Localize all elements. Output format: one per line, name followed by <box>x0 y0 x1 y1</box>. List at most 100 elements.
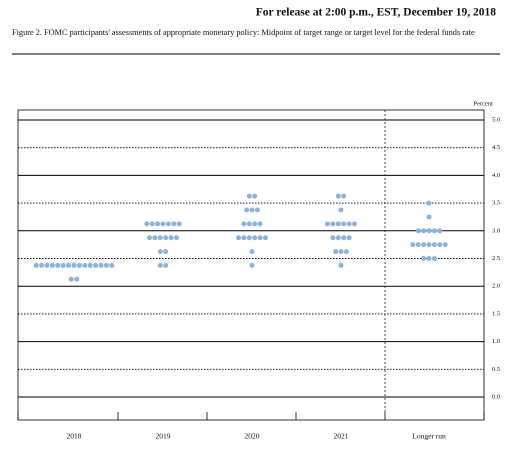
dot <box>109 262 115 268</box>
y-tick-label: 3.5 <box>492 200 500 207</box>
dot-row <box>147 235 179 241</box>
dot <box>346 235 352 241</box>
dot <box>68 276 74 282</box>
y-tick-label: 2.5 <box>492 255 500 262</box>
dot <box>249 249 255 255</box>
dot <box>341 235 347 241</box>
dot <box>246 221 252 227</box>
dot <box>149 221 155 227</box>
dot <box>155 221 161 227</box>
dot <box>263 235 268 241</box>
dot <box>241 235 247 241</box>
dot-row <box>410 242 448 248</box>
dot <box>33 262 39 268</box>
dot-row <box>421 256 437 261</box>
dot <box>244 207 250 213</box>
dot <box>157 249 163 255</box>
dot <box>157 262 163 268</box>
y-axis-label: Percent <box>474 100 494 107</box>
dot-row <box>33 262 115 268</box>
dot <box>252 221 258 227</box>
dot <box>98 262 104 268</box>
dot <box>442 242 448 248</box>
dot <box>343 249 349 255</box>
y-tick-label: 2.0 <box>492 283 500 290</box>
dot <box>421 242 427 248</box>
dot <box>163 235 169 241</box>
dot <box>236 235 241 241</box>
dot <box>152 235 158 241</box>
dot-row <box>249 249 255 255</box>
dot <box>426 256 432 261</box>
dot <box>338 207 344 213</box>
dot <box>39 262 45 268</box>
dot <box>254 207 260 213</box>
dot <box>352 221 357 227</box>
dot-row <box>157 249 169 255</box>
dot-row <box>325 221 357 227</box>
x-tick-label: 2018 <box>67 432 82 441</box>
release-header: For release at 2:00 p.m., EST, December … <box>256 7 497 19</box>
y-tick-label: 1.0 <box>492 338 500 345</box>
dot <box>426 214 432 220</box>
dot <box>437 242 443 248</box>
dot <box>249 262 255 268</box>
plot-frame <box>17 109 485 421</box>
dot-row <box>246 193 258 199</box>
y-tick-label: 0.5 <box>492 366 500 373</box>
dot-row <box>330 235 352 241</box>
dot-row <box>249 262 255 268</box>
dot <box>144 221 150 227</box>
dot <box>160 221 166 227</box>
dot <box>257 235 263 241</box>
dot <box>252 193 258 199</box>
dot <box>246 193 252 199</box>
y-tick-label: 5.0 <box>492 116 500 123</box>
dot <box>103 262 109 268</box>
dot-row <box>426 200 432 206</box>
dot <box>176 221 182 227</box>
dot <box>252 235 258 241</box>
y-tick-label: 4.5 <box>492 144 500 151</box>
dot <box>335 221 341 227</box>
dot <box>174 235 179 241</box>
dot <box>330 221 336 227</box>
dot <box>87 262 93 268</box>
dot <box>55 262 61 268</box>
dot <box>163 262 169 268</box>
dot-row <box>338 262 344 268</box>
dot <box>338 249 344 255</box>
dot <box>410 242 416 248</box>
dot <box>415 228 421 234</box>
dot-row <box>426 214 432 220</box>
dot-row <box>244 207 260 213</box>
x-tick-label: Longer run <box>412 432 446 441</box>
dot <box>60 262 66 268</box>
dot <box>71 262 77 268</box>
dot <box>437 228 443 234</box>
dot <box>49 262 55 268</box>
dot <box>82 262 88 268</box>
dot-row <box>333 249 349 255</box>
x-tick-label: 2019 <box>156 432 171 441</box>
dot <box>341 193 347 199</box>
dot <box>333 249 339 255</box>
dot <box>171 221 177 227</box>
dot <box>426 228 432 234</box>
dot <box>415 242 421 248</box>
dot-row <box>157 262 169 268</box>
dot <box>76 262 82 268</box>
dot <box>431 228 437 234</box>
dot <box>168 235 174 241</box>
dot-row <box>335 193 347 199</box>
dot <box>341 221 347 227</box>
dot <box>93 262 99 268</box>
dot <box>44 262 50 268</box>
caption-box: Figure 2. FOMC participants' assessments… <box>12 28 475 37</box>
dot <box>163 249 169 255</box>
x-tick-label: 2021 <box>334 432 349 441</box>
y-tick-label: 0.0 <box>492 393 500 400</box>
y-tick-label: 3.0 <box>492 227 500 234</box>
dot <box>431 256 437 261</box>
